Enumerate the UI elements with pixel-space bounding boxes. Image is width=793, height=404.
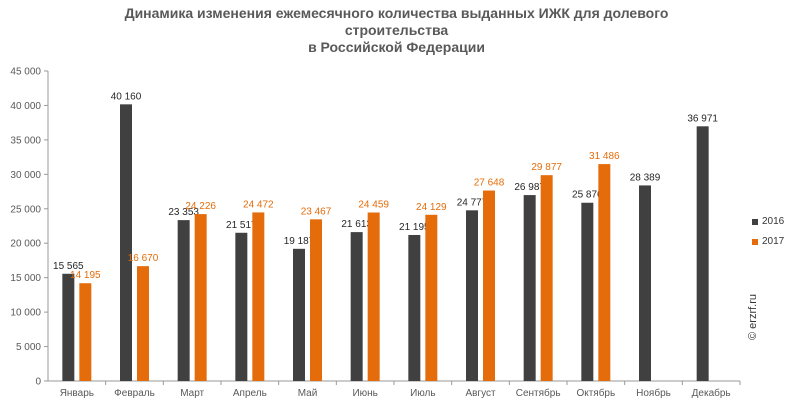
y-tick-label: 25 000 (10, 204, 41, 215)
bar-2017 (252, 212, 265, 381)
copyright-text: © erzrf.ru (747, 294, 759, 340)
x-tick-label: Август (465, 388, 496, 399)
legend-swatch-2016 (752, 218, 758, 225)
bar-2017 (194, 214, 207, 381)
x-tick-label: Декабрь (692, 387, 731, 399)
x-tick-label: Июнь (352, 388, 377, 399)
bar-2017 (425, 214, 438, 381)
data-label-2017: 27 648 (474, 178, 505, 189)
x-tick-label: Сентябрь (516, 387, 561, 399)
bar-2016 (350, 232, 363, 381)
data-label-2017: 23 467 (301, 206, 332, 217)
bar-2016 (408, 234, 421, 381)
legend-label-2016: 2016 (762, 216, 785, 227)
data-label-2016: 28 389 (630, 172, 661, 183)
x-tick-label: Июль (410, 388, 436, 399)
data-label-2016: 19 187 (284, 236, 315, 247)
bar-2017 (367, 212, 380, 381)
bar-2016 (696, 126, 709, 382)
data-label-2016: 40 160 (111, 91, 142, 102)
data-label-2016: 23 353 (168, 207, 199, 218)
data-label-2017: 16 670 (128, 253, 159, 264)
data-label-2017: 24 226 (185, 201, 216, 212)
x-tick-label: Октябрь (576, 387, 615, 399)
legend-item-2017: 2017 (752, 236, 784, 247)
bar-2016 (120, 104, 132, 381)
legend-swatch-2017 (752, 238, 758, 245)
x-tick-label: Январь (60, 388, 94, 399)
legend-item-2016: 2016 (752, 216, 784, 227)
x-tick-label: Апрель (233, 388, 267, 399)
y-tick-label: 20 000 (10, 239, 41, 250)
data-label-2016: 21 195 (399, 222, 430, 233)
bar-2016 (581, 202, 594, 381)
data-label-2017: 14 195 (70, 270, 101, 281)
chart-title-line-2: строительства (344, 22, 449, 38)
chart-title-line-1: Динамика изменения ежемесячного количест… (124, 5, 669, 21)
x-tick-label: Март (180, 388, 204, 399)
data-label-2016: 26 987 (514, 182, 545, 193)
bar-2017 (598, 164, 611, 381)
bar-2016 (293, 248, 305, 381)
x-tick-label: Ноябрь (636, 387, 671, 399)
y-tick-label: 40 000 (10, 101, 41, 112)
bar-2016 (523, 195, 536, 381)
data-label-2017: 29 877 (531, 162, 562, 173)
bar-2016 (62, 273, 75, 381)
data-label-2016: 25 876 (572, 190, 603, 201)
data-label-2016: 24 777 (457, 197, 488, 208)
data-label-2017: 24 129 (416, 202, 447, 213)
y-tick-label: 35 000 (10, 135, 41, 146)
y-tick-label: 45 000 (10, 67, 41, 78)
bar-2016 (639, 185, 651, 381)
data-label-2016: 36 971 (687, 113, 718, 124)
chart-title-line-3: в Российской Федерации (308, 39, 485, 55)
y-tick-label: 0 (35, 377, 41, 388)
data-label-2016: 21 517 (226, 220, 257, 231)
x-tick-label: Май (298, 388, 318, 399)
data-label-2016: 21 613 (341, 219, 372, 230)
y-tick-label: 10 000 (10, 308, 41, 319)
data-label-2017: 24 459 (358, 200, 389, 211)
y-tick-label: 15 000 (10, 273, 41, 284)
legend-label-2017: 2017 (762, 236, 785, 247)
x-tick-label: Февраль (114, 388, 155, 399)
bar-2017 (310, 219, 322, 381)
bar-2016 (177, 220, 190, 381)
bar-2017 (79, 283, 92, 381)
bar-2016 (466, 210, 478, 381)
y-tick-label: 30 000 (10, 170, 41, 181)
bar-2017 (540, 175, 553, 381)
data-label-2016: 15 565 (53, 261, 84, 272)
bar-2017 (137, 266, 149, 381)
data-label-2017: 31 486 (589, 151, 620, 162)
bar-2016 (235, 232, 248, 381)
data-label-2017: 24 472 (243, 199, 274, 210)
bar-2017 (483, 190, 495, 381)
y-tick-label: 5 000 (16, 342, 41, 353)
